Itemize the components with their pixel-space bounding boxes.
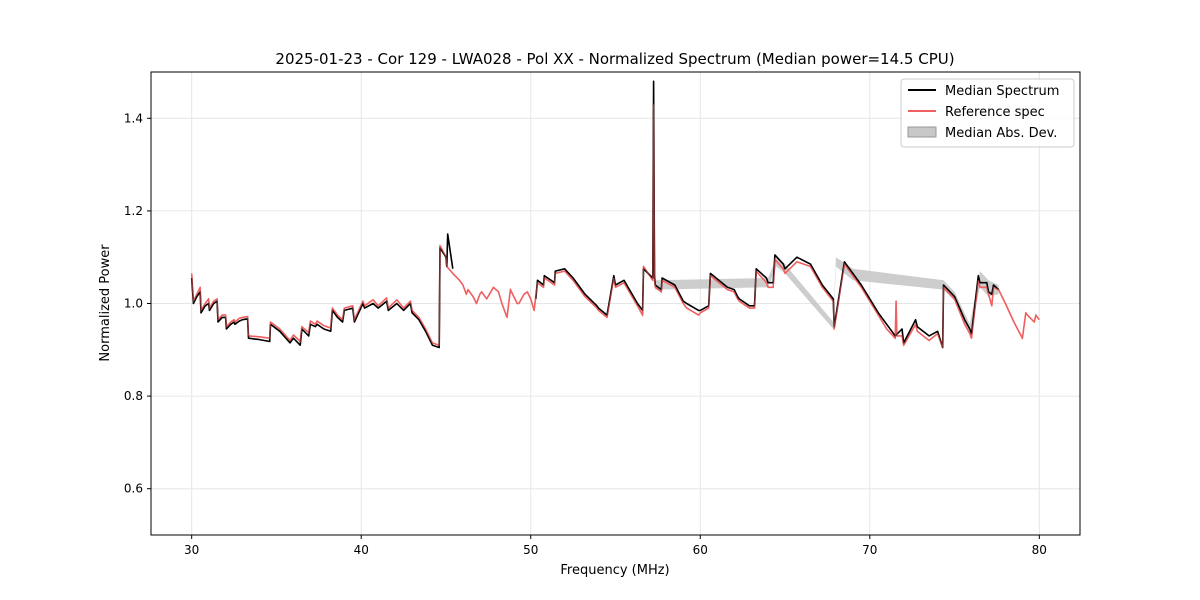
axis-ticks: 30 40 50 60 70 80 0.6 0.8 1.0 1.2 1.4 — [124, 111, 1047, 557]
legend-box — [900, 78, 1075, 148]
chart-title: 2025-01-23 - Cor 129 - LWA028 - Pol XX -… — [275, 50, 954, 68]
legend-mad-swatch — [907, 126, 937, 138]
y-axis-label: Normalized Power — [98, 244, 113, 362]
x-tick-label: 80 — [1032, 543, 1047, 557]
x-tick-label: 30 — [184, 543, 199, 557]
x-tick-label: 50 — [523, 543, 538, 557]
y-tick-label: 1.0 — [124, 297, 143, 311]
series-layer — [190, 80, 1040, 349]
legend: Median Spectrum Reference spec Median Ab… — [900, 78, 1075, 148]
legend-mad-label: Median Abs. Dev. — [945, 126, 1057, 141]
y-tick-label: 0.8 — [124, 389, 143, 403]
x-axis-label: Frequency (MHz) — [560, 563, 669, 578]
reference-spectrum-overlay — [191, 104, 1040, 348]
x-tick-label: 70 — [862, 543, 877, 557]
legend-median-label: Median Spectrum — [945, 84, 1059, 99]
y-tick-label: 1.4 — [124, 111, 143, 125]
y-tick-label: 0.6 — [124, 482, 143, 496]
x-tick-label: 40 — [354, 543, 369, 557]
x-tick-label: 60 — [693, 543, 708, 557]
legend-reference-label: Reference spec — [945, 105, 1045, 120]
y-tick-label: 1.2 — [124, 204, 143, 218]
